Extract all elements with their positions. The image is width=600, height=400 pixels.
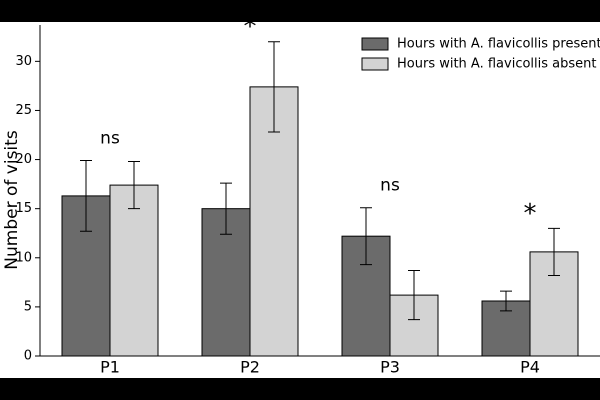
annotation: ns: [100, 129, 120, 149]
legend-swatch: [361, 37, 389, 51]
y-tick-label: 15: [15, 201, 32, 216]
error-bar: [500, 290, 512, 312]
bar: [109, 184, 159, 357]
bottom-band: [0, 378, 600, 400]
error-bar: [548, 227, 560, 276]
legend-swatch: [361, 57, 389, 71]
y-tick-label: 10: [15, 250, 32, 265]
error-bar: [268, 41, 280, 133]
y-tick-label: 25: [15, 103, 32, 118]
annotation: *: [244, 12, 257, 42]
annotation: ns: [380, 176, 400, 196]
x-tick-label: P4: [520, 358, 540, 377]
x-tick-label: P3: [380, 358, 400, 377]
legend-label: Hours with A. flavicollis absent: [397, 57, 597, 72]
x-tick-label: P2: [240, 358, 260, 377]
error-bar: [220, 182, 232, 235]
error-bar: [128, 161, 140, 210]
error-bar: [408, 270, 420, 321]
y-tick-label: 0: [24, 349, 32, 364]
y-tick-label: 30: [15, 54, 32, 69]
annotation: *: [524, 199, 537, 229]
top-band: [0, 0, 600, 22]
error-bar: [360, 207, 372, 266]
y-tick-label: 20: [15, 152, 32, 167]
y-axis-label: Number of visits: [2, 130, 22, 270]
legend-label: Hours with A. flavicollis present: [397, 37, 600, 52]
y-tick-label: 5: [24, 299, 32, 314]
error-bar: [80, 160, 92, 232]
x-tick-label: P1: [100, 358, 120, 377]
